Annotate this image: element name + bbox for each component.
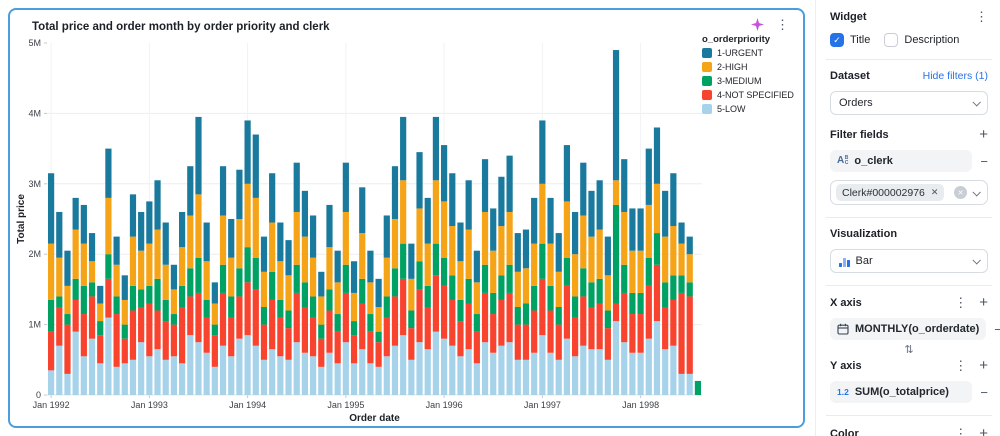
remove-x-axis-field-button[interactable]: − xyxy=(994,321,1000,337)
filter-field-name: o_clerk xyxy=(854,155,893,167)
legend-title: o_orderpriority xyxy=(702,34,771,45)
y-axis-field-pill[interactable]: 1.2 SUM(o_totalprice) xyxy=(830,381,973,403)
color-section-title: Color xyxy=(830,427,859,436)
divider xyxy=(826,217,992,218)
dataset-select[interactable]: Orders xyxy=(830,91,988,115)
description-checkbox-box[interactable] xyxy=(884,33,899,47)
svg-text:2M: 2M xyxy=(28,249,41,259)
svg-text:Total price: Total price xyxy=(16,194,27,244)
x-axis-section-title: X axis xyxy=(830,296,862,309)
legend-label: 1-URGENT xyxy=(717,48,764,58)
svg-text:5M: 5M xyxy=(28,38,41,48)
svg-text:Jan 1998: Jan 1998 xyxy=(622,400,659,410)
remove-tag-icon[interactable]: ✕ xyxy=(930,187,939,197)
legend-swatch xyxy=(702,76,712,86)
numeric-field-icon: 1.2 xyxy=(837,387,849,397)
legend-item: 3-MEDIUM xyxy=(702,76,802,86)
title-checkbox-label: Title xyxy=(850,34,871,46)
widget-settings-sidebar: Widget ⋮ ✓ Title Description Dataset Hid… xyxy=(815,0,1000,436)
card-menu-icon[interactable]: ⋮ xyxy=(776,17,789,32)
svg-text:0: 0 xyxy=(36,390,41,400)
svg-text:3M: 3M xyxy=(28,179,41,189)
legend-label: 5-LOW xyxy=(717,104,746,114)
svg-text:4M: 4M xyxy=(28,108,41,118)
stacked-bar-chart[interactable]: 0 1M 2M 3M 4M 5M Jan 1992 Jan 1993 Jan 1994 Jan 1… xyxy=(14,14,804,424)
svg-text:Jan 1997: Jan 1997 xyxy=(524,400,561,410)
chevron-down-icon xyxy=(972,256,981,265)
bar-chart-icon xyxy=(839,256,850,267)
legend-label: 2-HIGH xyxy=(717,62,748,72)
filter-value-text: Clerk#000002976 xyxy=(842,186,925,199)
visualization-select-value: Bar xyxy=(855,255,873,267)
add-color-field-button[interactable]: + xyxy=(979,425,988,436)
chart-widget-card[interactable]: Total price and order month by order pri… xyxy=(8,8,805,428)
chart-legend: o_orderpriority 1-URGENT 2-HIGH 3-MEDIUM 4-… xyxy=(702,34,802,118)
legend-items: 1-URGENT 2-HIGH 3-MEDIUM 4-NOT SPECIFIED 5-L… xyxy=(702,48,802,114)
swap-axes-icon[interactable]: ⇅ xyxy=(904,344,914,356)
svg-text:1M: 1M xyxy=(28,320,41,330)
y-axis-menu-icon[interactable]: ⋮ xyxy=(954,358,968,373)
visualization-section-title: Visualization xyxy=(830,228,898,240)
filter-fields-section-title: Filter fields xyxy=(830,128,889,141)
svg-text:Jan 1993: Jan 1993 xyxy=(131,400,168,410)
chart-title: Total price and order month by order pri… xyxy=(32,21,330,33)
dataset-section-title: Dataset xyxy=(830,70,870,82)
dataset-select-value: Orders xyxy=(839,97,873,109)
description-checkbox-label: Description xyxy=(904,34,960,46)
filter-value-select[interactable]: Clerk#000002976 ✕ ✕ xyxy=(830,180,988,205)
svg-text:Jan 1994: Jan 1994 xyxy=(229,400,266,410)
legend-item: 4-NOT SPECIFIED xyxy=(702,90,802,100)
filter-value-tag: Clerk#000002976 ✕ xyxy=(836,184,945,201)
legend-swatch xyxy=(702,90,712,100)
y-axis-field-name: SUM(o_totalprice) xyxy=(854,386,949,398)
add-x-axis-field-button[interactable]: + xyxy=(979,294,988,311)
legend-swatch xyxy=(702,48,712,58)
legend-item: 1-URGENT xyxy=(702,48,802,58)
legend-item: 5-LOW xyxy=(702,104,802,114)
x-axis-menu-icon[interactable]: ⋮ xyxy=(954,295,968,310)
color-menu-icon[interactable]: ⋮ xyxy=(954,426,968,436)
widget-section-title: Widget xyxy=(830,10,867,23)
add-y-axis-field-button[interactable]: + xyxy=(979,357,988,374)
remove-y-axis-field-button[interactable]: − xyxy=(980,384,988,400)
divider xyxy=(826,59,992,60)
calendar-icon xyxy=(837,323,849,335)
legend-label: 3-MEDIUM xyxy=(717,76,762,86)
add-filter-field-button[interactable]: + xyxy=(979,126,988,143)
svg-text:Order date: Order date xyxy=(349,413,400,424)
title-checkbox[interactable]: ✓ Title xyxy=(830,33,870,47)
widget-menu-icon[interactable]: ⋮ xyxy=(975,9,988,24)
legend-swatch xyxy=(702,104,712,114)
svg-text:Jan 1995: Jan 1995 xyxy=(327,400,364,410)
x-axis-field-pill[interactable]: MONTHLY(o_orderdate) xyxy=(830,318,987,340)
svg-text:Jan 1996: Jan 1996 xyxy=(426,400,463,410)
chevron-down-icon xyxy=(972,98,981,107)
clear-filter-icon[interactable]: ✕ xyxy=(954,186,967,199)
svg-text:Jan 1992: Jan 1992 xyxy=(33,400,70,410)
legend-swatch xyxy=(702,62,712,72)
sparkle-icon[interactable] xyxy=(751,18,764,31)
title-checkbox-box[interactable]: ✓ xyxy=(830,33,844,47)
chevron-down-icon xyxy=(972,187,981,197)
legend-label: 4-NOT SPECIFIED xyxy=(717,90,794,100)
visualization-select[interactable]: Bar xyxy=(830,249,988,273)
divider xyxy=(826,285,992,286)
y-axis-section-title: Y axis xyxy=(830,359,862,372)
description-checkbox[interactable]: Description xyxy=(884,33,959,47)
remove-filter-field-button[interactable]: − xyxy=(980,153,988,169)
hide-filters-link[interactable]: Hide filters (1) xyxy=(922,70,988,82)
divider xyxy=(826,415,992,416)
legend-item: 2-HIGH xyxy=(702,62,802,72)
x-axis-field-name: MONTHLY(o_orderdate) xyxy=(855,323,980,335)
